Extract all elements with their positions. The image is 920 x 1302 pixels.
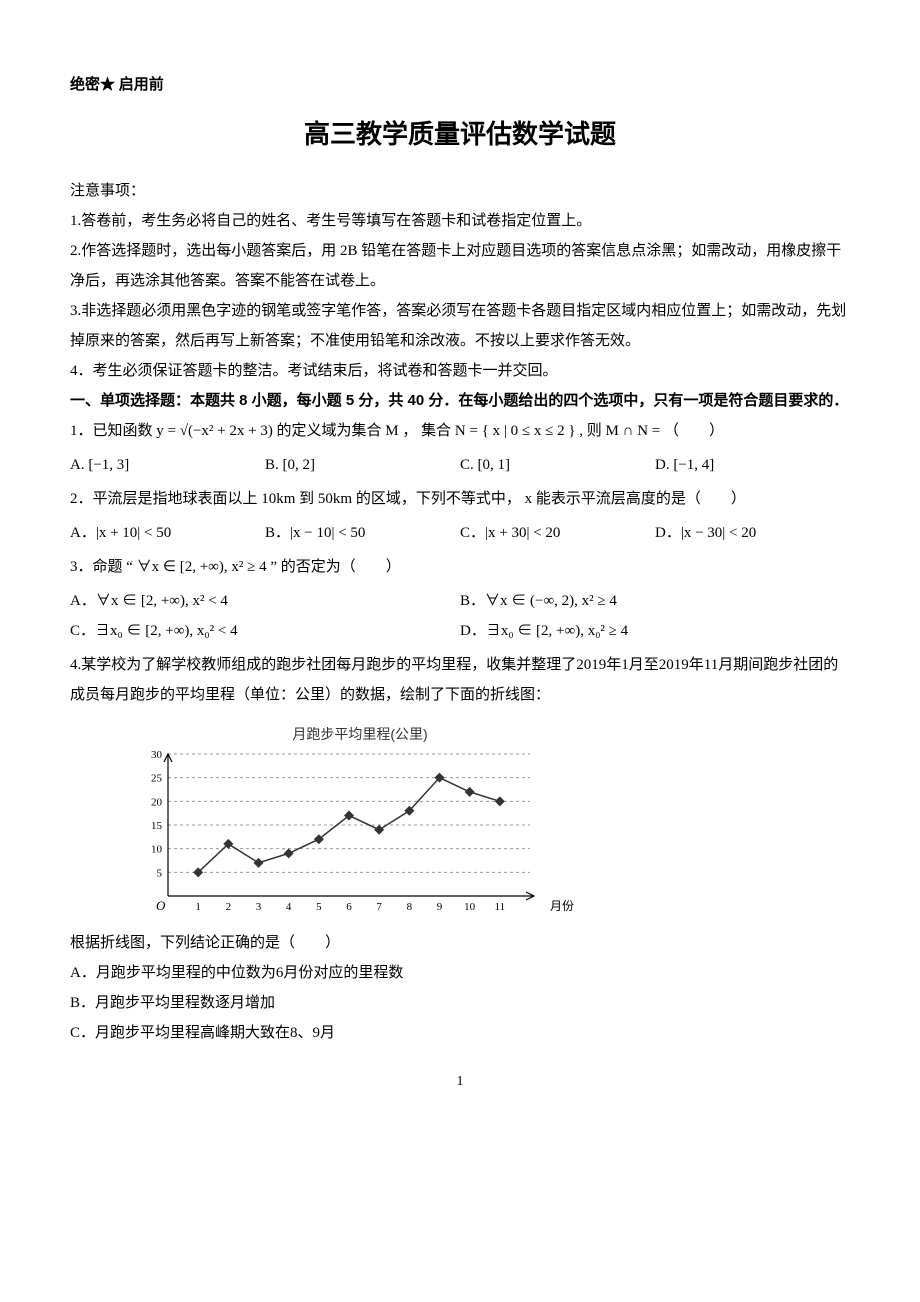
- svg-text:30: 30: [151, 749, 163, 761]
- option-a: A．|x + 10| < 50: [70, 518, 265, 548]
- svg-text:1: 1: [195, 901, 201, 913]
- svg-text:2: 2: [226, 901, 232, 913]
- svg-text:7: 7: [376, 901, 382, 913]
- confidential-label: 绝密★ 启用前: [70, 70, 850, 100]
- svg-text:3: 3: [256, 901, 262, 913]
- option-c: C．月跑步平均里程高峰期大致在8、9月: [70, 1018, 850, 1048]
- option-row: A. [−1, 3] B. [0, 2] C. [0, 1] D. [−1, 4…: [70, 450, 850, 480]
- svg-text:9: 9: [437, 901, 443, 913]
- svg-text:15: 15: [151, 820, 163, 832]
- question-stem: 4.某学校为了解学校教师组成的跑步社团每月跑步的平均里程，收集并整理了2019年…: [70, 650, 850, 710]
- option-b: B．∀x ∈ (−∞, 2), x² ≥ 4: [460, 586, 850, 616]
- notice-item: 3.非选择题必须用黑色字迹的钢笔或签字笔作答，答案必须写在答题卡各题目指定区域内…: [70, 296, 850, 356]
- svg-text:5: 5: [316, 901, 322, 913]
- option-d: D. [−1, 4]: [655, 450, 850, 480]
- section-header: 一、单项选择题：本题共 8 小题，每小题 5 分，共 40 分．在每小题给出的四…: [70, 386, 850, 416]
- option-c: C．∃x₀ ∈ [2, +∞), x₀² < 4: [70, 616, 460, 646]
- option-d: D．∃x₀ ∈ [2, +∞), x₀² ≥ 4: [460, 616, 850, 646]
- option-row: A．|x + 10| < 50 B．|x − 10| < 50 C．|x + 3…: [70, 518, 850, 548]
- question-stem: 3．命题 “ ∀x ∈ [2, +∞), x² ≥ 4 ” 的否定为（ ）: [70, 552, 850, 582]
- notice-item: 4．考生必须保证答题卡的整洁。考试结束后，将试卷和答题卡一并交回。: [70, 356, 850, 386]
- page-number: 1: [70, 1068, 850, 1096]
- page-title: 高三教学质量评估数学试题: [70, 108, 850, 160]
- line-chart: 月跑步平均里程(公里) 5 10 15 20 25 30 O 1 2 3 4 5 6 7 8 9 10 11 月份: [130, 720, 850, 918]
- svg-text:10: 10: [151, 844, 163, 856]
- chart-title: 月跑步平均里程(公里): [130, 720, 590, 748]
- option-c: C．|x + 30| < 20: [460, 518, 655, 548]
- svg-text:4: 4: [286, 901, 292, 913]
- svg-text:6: 6: [346, 901, 352, 913]
- svg-text:月份: 月份: [550, 899, 574, 913]
- svg-text:5: 5: [157, 867, 163, 879]
- option-b: B．月跑步平均里程数逐月增加: [70, 988, 850, 1018]
- svg-text:10: 10: [464, 901, 476, 913]
- svg-text:O: O: [156, 898, 166, 913]
- question-after: 根据折线图，下列结论正确的是（ ）: [70, 928, 850, 958]
- chart-svg: 5 10 15 20 25 30 O 1 2 3 4 5 6 7 8 9 10 11 月份: [130, 748, 590, 918]
- option-a: A．∀x ∈ [2, +∞), x² < 4: [70, 586, 460, 616]
- notice-item: 2.作答选择题时，选出每小题答案后，用 2B 铅笔在答题卡上对应题目选项的答案信…: [70, 236, 850, 296]
- question-stem: 2．平流层是指地球表面以上 10km 到 50km 的区域，下列不等式中， x …: [70, 484, 850, 514]
- question-stem: 1．已知函数 y = √(−x² + 2x + 3) 的定义域为集合 M ， 集…: [70, 416, 850, 446]
- svg-text:8: 8: [407, 901, 413, 913]
- option-a: A. [−1, 3]: [70, 450, 265, 480]
- option-b: B．|x − 10| < 50: [265, 518, 460, 548]
- notice-item: 1.答卷前，考生务必将自己的姓名、考生号等填写在答题卡和试卷指定位置上。: [70, 206, 850, 236]
- notice-label: 注意事项：: [70, 176, 850, 206]
- option-d: D．|x − 30| < 20: [655, 518, 850, 548]
- option-row: A．∀x ∈ [2, +∞), x² < 4 B．∀x ∈ (−∞, 2), x…: [70, 586, 850, 646]
- svg-text:11: 11: [495, 901, 506, 913]
- svg-text:20: 20: [151, 796, 163, 808]
- option-b: B. [0, 2]: [265, 450, 460, 480]
- option-c: C. [0, 1]: [460, 450, 655, 480]
- option-a: A．月跑步平均里程的中位数为6月份对应的里程数: [70, 958, 850, 988]
- svg-text:25: 25: [151, 773, 163, 785]
